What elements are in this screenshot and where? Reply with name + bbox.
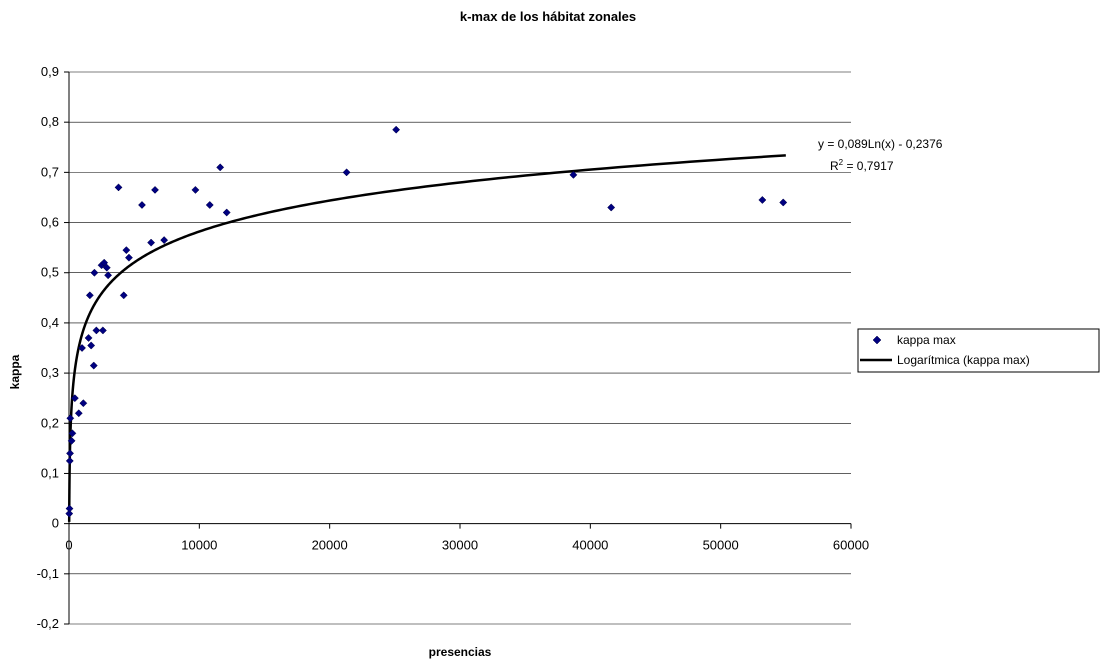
trendline-r2-text: R2 = 0,7917 [830,158,894,173]
r2-superscript: 2 [839,158,844,167]
data-point [102,263,111,272]
data-point [92,326,101,335]
data-point [89,361,98,370]
y-tick-label: 0,7 [41,164,59,179]
data-point [87,341,96,350]
y-tick-label: 0,6 [41,215,59,230]
x-axis: 0 10000 20000 30000 40000 50000 60000 [65,523,869,553]
x-tick-label: 20000 [312,538,348,553]
data-point [70,394,79,403]
data-point [607,203,616,212]
legend-label-trendline: Logarítmica (kappa max) [897,353,1030,367]
data-point [98,326,107,335]
y-tick-label: -0,1 [37,566,59,581]
data-point [222,208,231,217]
data-point [79,399,88,408]
x-axis-title: presencias [429,645,492,659]
data-point [342,168,351,177]
data-point [65,509,74,518]
data-point [147,238,156,247]
y-tick-label: 0,2 [41,415,59,430]
trendline-equation: y = 0,089Ln(x) - 0,2376 R2 = 0,7917 [818,137,943,173]
data-point [104,271,113,280]
data-point [85,291,94,300]
data-point [65,456,74,465]
data-point [122,246,131,255]
y-tick-label: 0,1 [41,465,59,480]
y-tick-label: 0,4 [41,315,59,330]
data-point [90,268,99,277]
y-axis-title: kappa [8,354,22,389]
r2-value: = 0,7917 [843,159,894,173]
data-point [68,429,77,438]
data-point [392,125,401,134]
data-point [66,449,74,458]
chart-title: k-max de los hábitat zonales [460,9,636,24]
grid-lines [69,71,851,625]
data-point [65,504,74,513]
x-tick-label: 30000 [442,538,478,553]
points-layer [65,125,788,518]
data-point [569,170,578,179]
x-tick-label: 0 [65,538,72,553]
y-axis: -0,2 -0,1 0 0,1 0,2 0,3 0,4 0,5 0,6 0,7 0,8 0,9 [37,64,70,631]
trendline-path [67,154,786,522]
data-point [74,409,83,418]
data-point [216,163,225,172]
data-point [67,436,76,445]
y-tick-label: 0,9 [41,64,59,79]
x-tick-label: 50000 [703,538,739,553]
x-tick-label: 40000 [572,538,608,553]
data-point [66,414,75,423]
trendline-layer [67,154,786,522]
legend-label-kappa-max: kappa max [897,333,956,347]
data-point [114,183,123,192]
y-tick-label: -0,2 [37,616,59,631]
r2-prefix: R [830,159,839,173]
x-tick-label: 10000 [181,538,217,553]
data-point [84,334,93,342]
y-tick-label: 0 [52,516,59,531]
data-point [138,201,146,209]
y-tick-label: 0,3 [41,365,59,380]
data-point [100,258,109,267]
x-tick-label: 60000 [833,538,869,553]
data-point [160,236,169,245]
data-point [758,196,767,204]
data-point [779,198,788,207]
y-tick-label: 0,5 [41,265,59,280]
data-point [119,291,128,300]
data-point [191,185,200,194]
legend-marker-kappa-max [872,335,882,345]
trendline-equation-text: y = 0,089Ln(x) - 0,2376 [818,137,943,151]
data-point [124,253,133,262]
data-point [78,344,86,352]
legend-box [857,328,1100,373]
y-tick-label: 0,8 [41,114,59,129]
data-point [205,201,214,209]
data-point [151,185,159,194]
legend: kappa max Logarítmica (kappa max) [857,328,1100,373]
